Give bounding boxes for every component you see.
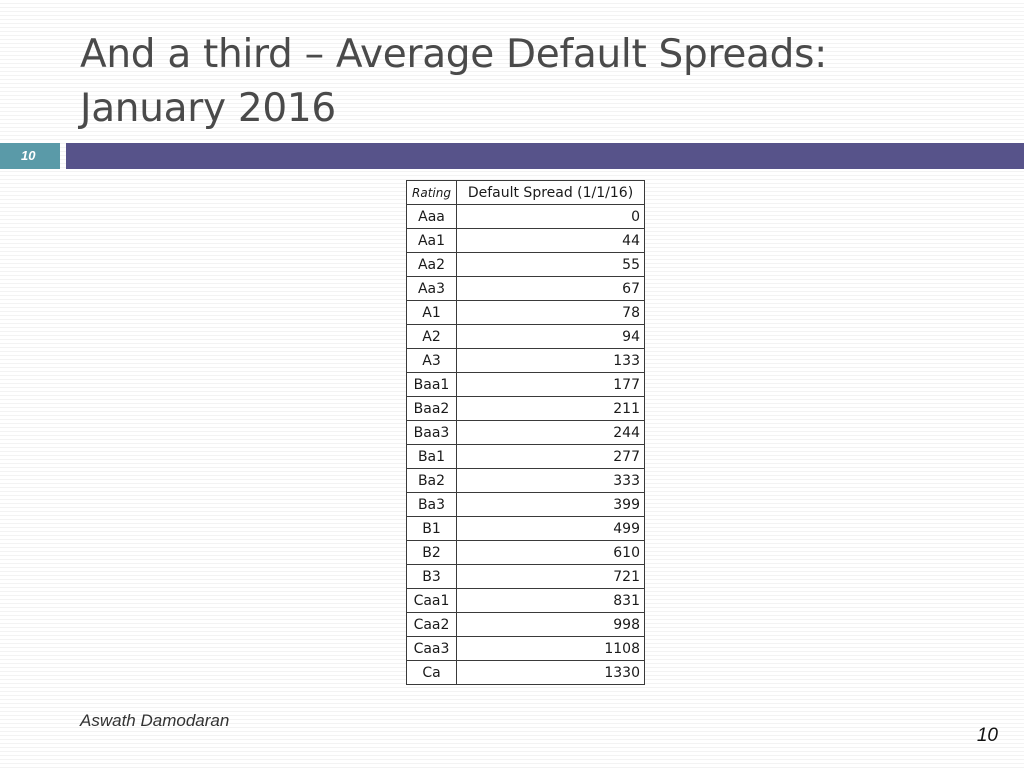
slide-title: And a third – Average Default Spreads: J… — [80, 32, 827, 131]
spread-cell: 211 — [456, 396, 645, 421]
table-row: Aa1 44 — [406, 228, 645, 253]
rating-cell: Aa2 — [406, 252, 457, 277]
slide-number-badge: 10 — [0, 143, 60, 169]
table-row: B3 721 — [406, 564, 645, 589]
spread-cell: 55 — [456, 252, 645, 277]
table-row: Aa2 55 — [406, 252, 645, 277]
spread-cell: 399 — [456, 492, 645, 517]
table-row: Ba1 277 — [406, 444, 645, 469]
spread-cell: 1330 — [456, 660, 645, 685]
spread-cell: 133 — [456, 348, 645, 373]
rating-cell: A1 — [406, 300, 457, 325]
spread-column-header: Default Spread (1/1/16) — [456, 180, 645, 205]
rating-cell: B3 — [406, 564, 457, 589]
spread-cell: 721 — [456, 564, 645, 589]
rating-cell: Aa3 — [406, 276, 457, 301]
table-row: Baa2 211 — [406, 396, 645, 421]
table-row: B1 499 — [406, 516, 645, 541]
table-row: Aaa 0 — [406, 204, 645, 229]
table-body: Aaa 0 Aa1 44 Aa2 55 Aa3 67 A1 78 A2 94 A3 133 Baa1 177 B… — [406, 204, 645, 685]
rating-cell: Caa2 — [406, 612, 457, 637]
table-row: A2 94 — [406, 324, 645, 349]
rating-cell: Aaa — [406, 204, 457, 229]
table-row: Caa1 831 — [406, 588, 645, 613]
spread-cell: 831 — [456, 588, 645, 613]
rating-cell: Baa2 — [406, 396, 457, 421]
title-accent-bar — [66, 143, 1024, 169]
spread-cell: 67 — [456, 276, 645, 301]
spread-cell: 94 — [456, 324, 645, 349]
rating-cell: Ba3 — [406, 492, 457, 517]
spread-cell: 333 — [456, 468, 645, 493]
spread-cell: 1108 — [456, 636, 645, 661]
table-row: B2 610 — [406, 540, 645, 565]
footer-page-number: 10 — [976, 725, 998, 746]
table-row: Aa3 67 — [406, 276, 645, 301]
spread-cell: 0 — [456, 204, 645, 229]
rating-cell: Ba2 — [406, 468, 457, 493]
table-row: Baa3 244 — [406, 420, 645, 445]
table-row: Baa1 177 — [406, 372, 645, 397]
rating-cell: Aa1 — [406, 228, 457, 253]
table-row: A1 78 — [406, 300, 645, 325]
footer-author: Aswath Damodaran — [80, 711, 230, 730]
rating-column-header: Rating — [406, 180, 457, 205]
table-row: A3 133 — [406, 348, 645, 373]
spread-cell: 277 — [456, 444, 645, 469]
table-row: Ba2 333 — [406, 468, 645, 493]
rating-cell: Ca — [406, 660, 457, 685]
spread-cell: 177 — [456, 372, 645, 397]
rating-cell: Ba1 — [406, 444, 457, 469]
spread-cell: 998 — [456, 612, 645, 637]
rating-cell: B2 — [406, 540, 457, 565]
spread-cell: 44 — [456, 228, 645, 253]
rating-cell: A2 — [406, 324, 457, 349]
table-row: Ba3 399 — [406, 492, 645, 517]
rating-cell: Caa1 — [406, 588, 457, 613]
rating-cell: B1 — [406, 516, 457, 541]
table-header-row: Rating Default Spread (1/1/16) — [406, 180, 645, 205]
table-row: Caa3 1108 — [406, 636, 645, 661]
spread-cell: 78 — [456, 300, 645, 325]
rating-cell: Baa3 — [406, 420, 457, 445]
spread-cell: 244 — [456, 420, 645, 445]
table-row: Ca 1330 — [406, 660, 645, 685]
rating-cell: A3 — [406, 348, 457, 373]
rating-cell: Caa3 — [406, 636, 457, 661]
default-spread-table: Rating Default Spread (1/1/16) Aaa 0 Aa1 44… — [406, 180, 645, 685]
rating-cell: Baa1 — [406, 372, 457, 397]
table-row: Caa2 998 — [406, 612, 645, 637]
spread-cell: 610 — [456, 540, 645, 565]
spread-cell: 499 — [456, 516, 645, 541]
